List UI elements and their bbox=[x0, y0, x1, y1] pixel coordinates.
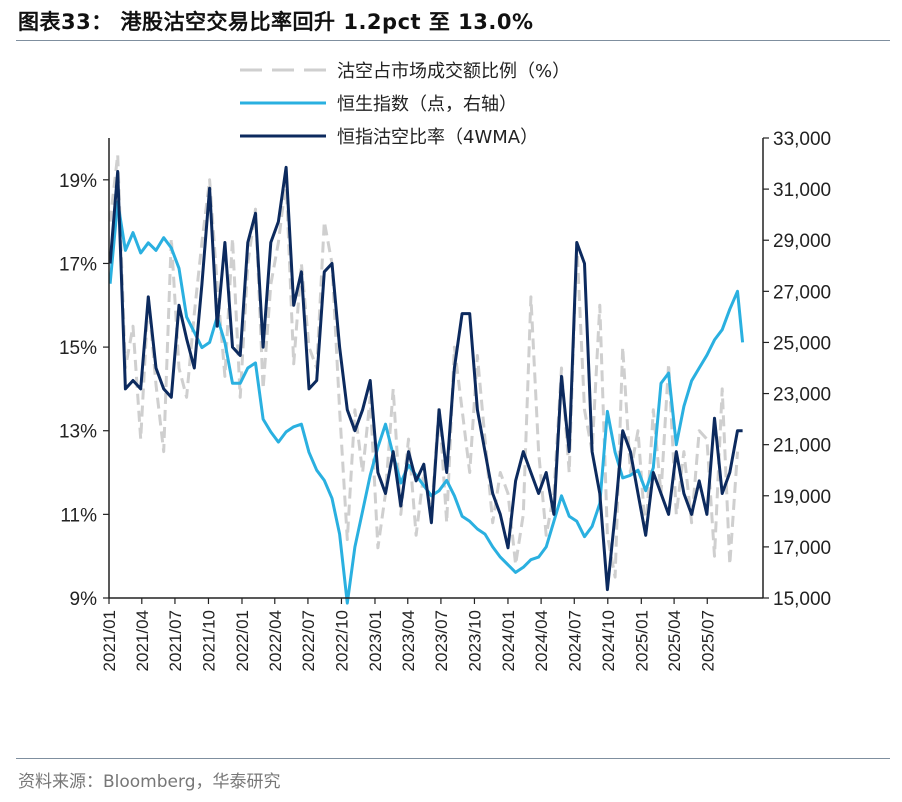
x-tick-label: 2021/07 bbox=[166, 610, 185, 671]
left-tick-label: 19% bbox=[59, 171, 97, 192]
x-tick-label: 2025/07 bbox=[698, 610, 717, 671]
x-tick-label: 2025/01 bbox=[632, 610, 651, 671]
source-note: 资料来源：Bloomberg，华泰研究 bbox=[18, 772, 281, 792]
title-divider bbox=[16, 40, 890, 41]
x-tick-label: 2024/07 bbox=[565, 610, 584, 671]
left-tick-label: 13% bbox=[59, 422, 97, 443]
x-tick-label: 2024/04 bbox=[532, 610, 551, 671]
source-divider bbox=[16, 758, 890, 759]
left-tick-label: 9% bbox=[70, 589, 98, 610]
x-tick-label: 2021/01 bbox=[100, 610, 119, 671]
x-tick-label: 2024/10 bbox=[599, 610, 618, 671]
right-tick-label: 33,000 bbox=[773, 129, 831, 150]
left-tick-label: 17% bbox=[59, 254, 97, 275]
left-tick-label: 15% bbox=[59, 338, 97, 359]
x-tick-label: 2022/10 bbox=[332, 610, 351, 671]
chart-title: 图表33： 港股沽空交易比率回升 1.2pct 至 13.0% bbox=[18, 10, 534, 34]
right-tick-label: 29,000 bbox=[773, 231, 831, 252]
right-tick-label: 31,000 bbox=[773, 180, 831, 201]
right-tick-label: 25,000 bbox=[773, 333, 831, 354]
legend-label-2: 恒指沽空比率（4WMA） bbox=[337, 127, 538, 148]
x-tick-label: 2023/10 bbox=[465, 610, 484, 671]
series-line-0 bbox=[108, 153, 739, 579]
right-tick-label: 15,000 bbox=[773, 589, 831, 610]
x-tick-label: 2022/04 bbox=[266, 610, 285, 671]
legend-label-1: 恒生指数（点，右轴） bbox=[337, 94, 517, 115]
x-tick-label: 2023/07 bbox=[432, 610, 451, 671]
x-tick-label: 2025/04 bbox=[665, 610, 684, 671]
axes-layer: 9% 11% 13% 15% 17% 19% 15,000 17,000 19,000 21,00… bbox=[59, 129, 831, 671]
right-tick-label: 21,000 bbox=[773, 436, 831, 457]
x-tick-label: 2022/01 bbox=[233, 610, 252, 671]
series-line-2 bbox=[108, 165, 743, 592]
x-tick-label: 2024/01 bbox=[499, 610, 518, 671]
right-tick-label: 23,000 bbox=[773, 385, 831, 406]
series-layer bbox=[108, 153, 745, 605]
x-tick-label: 2023/04 bbox=[399, 610, 418, 671]
x-tick-label: 2022/07 bbox=[299, 610, 318, 671]
right-tick-label: 17,000 bbox=[773, 538, 831, 559]
x-tick-label: 2021/10 bbox=[199, 610, 218, 671]
x-tick-label: 2023/01 bbox=[366, 610, 385, 671]
left-tick-label: 11% bbox=[60, 505, 97, 526]
right-tick-label: 19,000 bbox=[773, 487, 831, 508]
x-tick-label: 2021/04 bbox=[133, 610, 152, 671]
legend: 沽空占市场成交额比例（%） 恒生指数（点，右轴） 恒指沽空比率（4WMA） bbox=[240, 61, 570, 148]
right-tick-label: 27,000 bbox=[773, 282, 831, 303]
legend-label-0: 沽空占市场成交额比例（%） bbox=[337, 61, 570, 82]
